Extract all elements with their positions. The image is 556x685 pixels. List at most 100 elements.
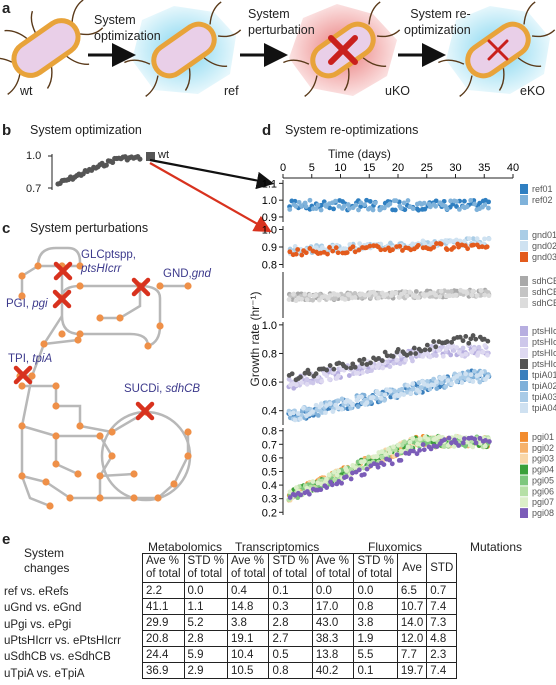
data-point bbox=[391, 444, 396, 450]
network-node bbox=[76, 282, 84, 290]
wt-point bbox=[103, 162, 109, 168]
data-point bbox=[399, 442, 405, 448]
data-point bbox=[438, 288, 444, 294]
data-point bbox=[359, 394, 364, 400]
data-point bbox=[346, 206, 352, 211]
data-point bbox=[441, 444, 447, 449]
data-point bbox=[418, 348, 424, 354]
data-point bbox=[300, 405, 306, 411]
network-node bbox=[154, 494, 162, 502]
table-row: 41.1 1.1 14.8 0.3 17.0 0.8 10.7 7.4 bbox=[142, 598, 458, 615]
wt-legend-label: wt bbox=[158, 149, 169, 161]
legend-swatch bbox=[520, 508, 528, 518]
table-cell: 41.1 bbox=[142, 598, 185, 615]
ko-reaction-sucdi: SUCDi, bbox=[124, 383, 163, 395]
data-point bbox=[445, 378, 451, 383]
table-cell: 19.7 bbox=[396, 662, 428, 679]
data-point bbox=[393, 290, 399, 296]
data-point bbox=[415, 242, 421, 248]
y-tick-label: 1.1 bbox=[262, 178, 277, 190]
data-point bbox=[476, 350, 481, 356]
data-point bbox=[362, 292, 368, 298]
data-point bbox=[327, 377, 332, 382]
data-point bbox=[417, 447, 423, 453]
data-point bbox=[327, 363, 333, 368]
x-tick-label: 25 bbox=[421, 162, 433, 174]
legend-swatch bbox=[520, 276, 528, 286]
legend-label: ptsHIcrr02 bbox=[532, 337, 556, 347]
legend-label: ptsHIcrr01 bbox=[532, 326, 556, 336]
network-node bbox=[96, 472, 104, 480]
cell-label-eko: eKO bbox=[520, 84, 546, 98]
data-point bbox=[331, 469, 337, 475]
legend-swatch bbox=[520, 326, 528, 336]
data-point bbox=[428, 446, 434, 452]
legend-label: tpiA04 bbox=[532, 403, 556, 413]
data-point bbox=[468, 197, 474, 203]
data-point bbox=[369, 368, 374, 373]
data-point bbox=[470, 242, 476, 248]
data-point bbox=[397, 361, 403, 367]
data-point bbox=[460, 440, 466, 446]
data-point bbox=[353, 202, 359, 208]
network-node bbox=[58, 330, 66, 338]
data-point bbox=[411, 345, 417, 351]
data-point bbox=[434, 386, 440, 392]
data-point bbox=[479, 369, 485, 375]
data-point bbox=[486, 205, 491, 211]
table-cell: 5.5 bbox=[353, 646, 398, 663]
data-point bbox=[384, 291, 390, 297]
data-point bbox=[453, 292, 459, 298]
panel-e-label: e bbox=[2, 531, 11, 548]
data-point bbox=[470, 288, 476, 294]
legend-label: pgi04 bbox=[532, 465, 554, 475]
data-point bbox=[404, 352, 410, 358]
network-node bbox=[18, 382, 26, 390]
table-cell: 36.9 bbox=[142, 662, 185, 679]
network-node bbox=[144, 342, 152, 350]
data-point bbox=[433, 344, 439, 350]
data-point bbox=[444, 206, 450, 212]
data-point bbox=[378, 395, 384, 401]
data-point bbox=[398, 205, 404, 211]
series-sdhCB03 bbox=[286, 287, 492, 304]
x-tick-label: 40 bbox=[507, 162, 519, 174]
data-point bbox=[463, 371, 468, 377]
data-point bbox=[293, 251, 299, 257]
legend-label: pgi07 bbox=[532, 497, 554, 507]
data-point bbox=[486, 199, 491, 205]
legend-swatch bbox=[520, 230, 528, 240]
data-point bbox=[431, 244, 437, 250]
network-node bbox=[96, 494, 104, 502]
data-point bbox=[445, 443, 451, 448]
data-point bbox=[355, 370, 361, 376]
data-point bbox=[291, 291, 296, 297]
data-point bbox=[401, 200, 407, 206]
data-point bbox=[323, 203, 329, 209]
data-point bbox=[448, 238, 454, 244]
data-point bbox=[356, 207, 361, 213]
data-point bbox=[434, 379, 439, 385]
data-point bbox=[319, 379, 325, 384]
y-tick-label: 0.2 bbox=[262, 507, 277, 519]
data-point bbox=[295, 247, 301, 252]
data-point bbox=[315, 480, 321, 486]
data-point bbox=[360, 370, 365, 375]
data-point bbox=[444, 247, 450, 253]
data-point bbox=[410, 386, 416, 392]
data-point bbox=[402, 207, 408, 213]
data-point bbox=[440, 353, 446, 359]
data-point bbox=[395, 347, 401, 352]
ko-mark-pgi bbox=[52, 289, 72, 309]
data-point bbox=[453, 433, 459, 439]
table-cell: 3.8 bbox=[353, 614, 398, 631]
y-tick-label: 1.0 bbox=[262, 320, 277, 332]
data-point bbox=[336, 360, 342, 366]
table-cell: 10.7 bbox=[396, 598, 428, 615]
data-point bbox=[466, 340, 472, 346]
data-point bbox=[477, 379, 483, 385]
data-point bbox=[364, 362, 370, 367]
data-point bbox=[335, 405, 341, 411]
legend-label: sdhCB03 bbox=[532, 298, 556, 308]
table-cell: 40.2 bbox=[311, 662, 355, 679]
